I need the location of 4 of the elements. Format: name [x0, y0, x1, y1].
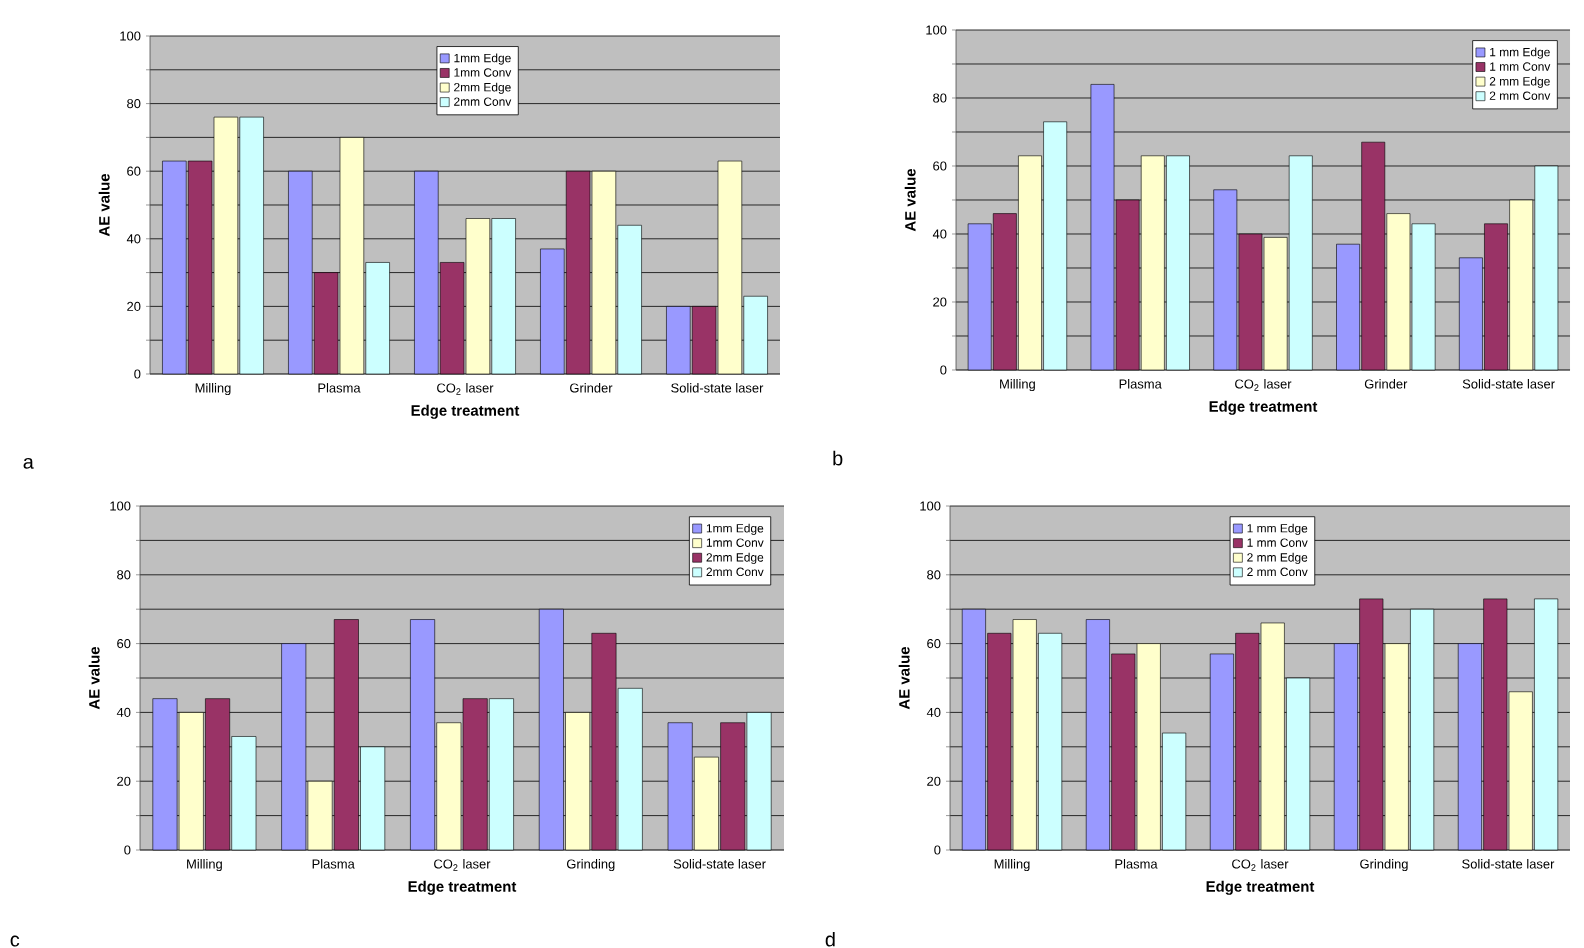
text: b: [833, 450, 843, 466]
text: d: [825, 931, 835, 947]
text: a: [23, 457, 34, 469]
text: c: [10, 935, 20, 947]
